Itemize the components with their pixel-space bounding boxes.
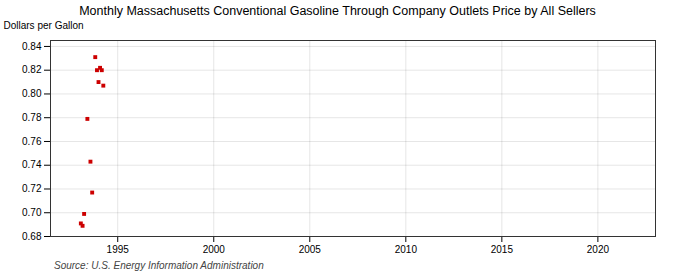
svg-text:2000: 2000 [203,244,226,255]
svg-text:0.80: 0.80 [22,88,42,99]
svg-text:0.76: 0.76 [22,136,42,147]
svg-text:2005: 2005 [299,244,322,255]
svg-text:0.68: 0.68 [22,231,42,242]
svg-text:0.70: 0.70 [22,207,42,218]
svg-text:0.72: 0.72 [22,183,42,194]
svg-text:0.74: 0.74 [22,159,42,170]
svg-text:0.78: 0.78 [22,112,42,123]
svg-text:2015: 2015 [491,244,514,255]
svg-text:0.84: 0.84 [22,41,42,52]
svg-text:2010: 2010 [395,244,418,255]
html-text:Monthly Massachusetts Conventi: Monthly Massachusetts Conventional Gasol… [79,4,596,18]
svg-text:2020: 2020 [587,244,610,255]
svg-text:Dollars per Gallon: Dollars per Gallon [4,20,84,31]
svg-text:0.82: 0.82 [22,64,42,75]
html-text:Source: U.S. Energy Informatio: Source: U.S. Energy Information Administ… [54,260,264,271]
svg-text:1995: 1995 [107,244,130,255]
